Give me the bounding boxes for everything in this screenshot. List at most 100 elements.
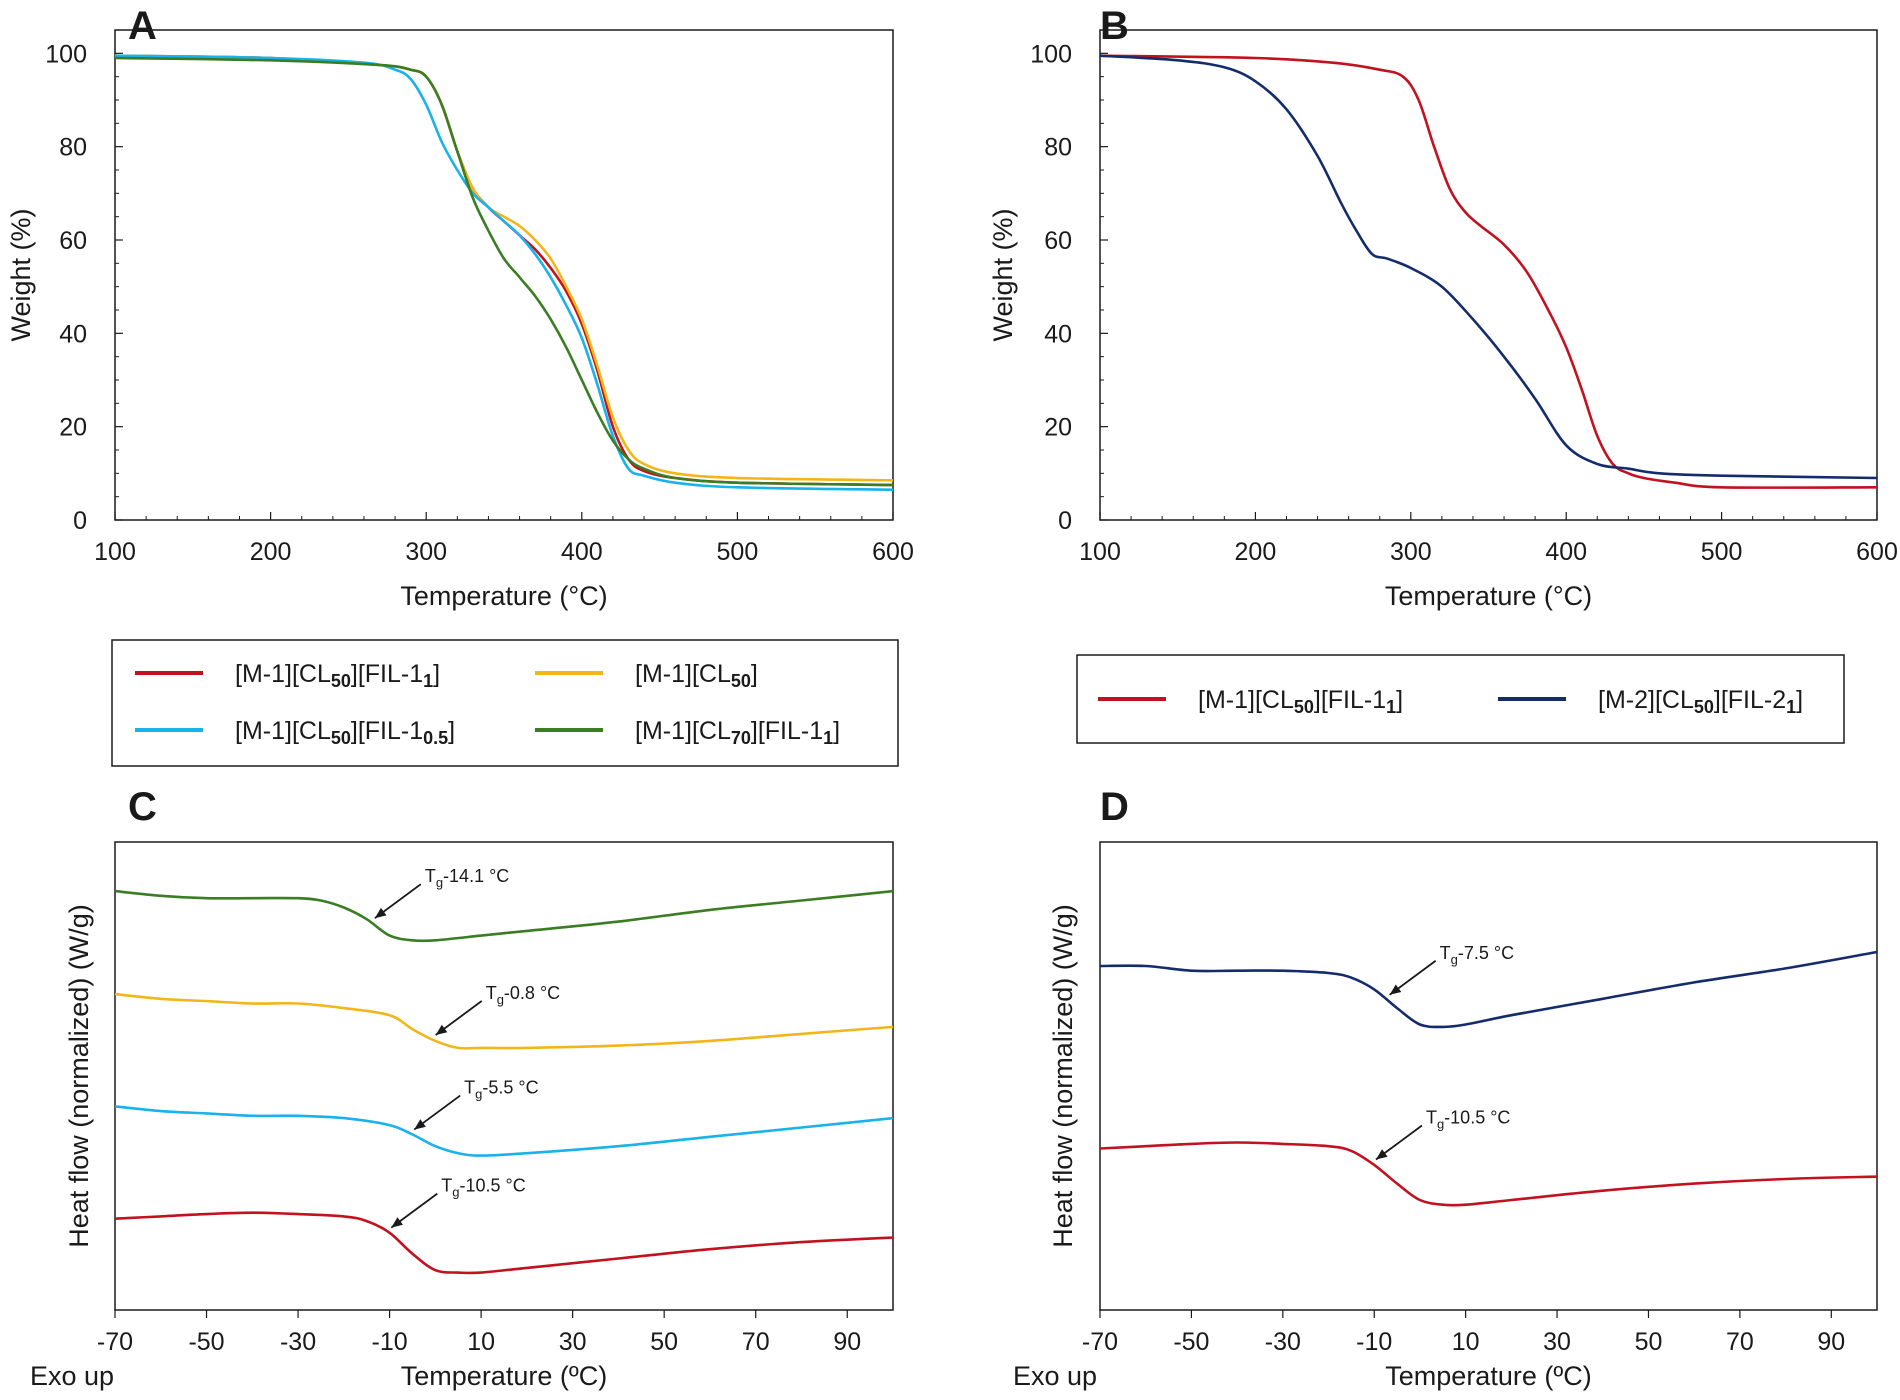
legend-entry-left: [M-1][CL50][FIL-10.5] — [235, 717, 455, 748]
x-tick-label-b: 500 — [1701, 538, 1743, 566]
x-tick-label-d: 70 — [1726, 1328, 1754, 1356]
legend-subscript: 1 — [1386, 697, 1396, 717]
legend-subscript: 0.5 — [423, 728, 448, 748]
series-line-a-0 — [114, 54, 894, 487]
tg-symbol: T — [486, 983, 497, 1003]
series-line-c-2 — [114, 1105, 894, 1157]
x-axis-title-d: Temperature (ºC) — [1385, 1361, 1591, 1391]
exo-up-label-c: Exo up — [30, 1361, 114, 1391]
legend-text-part: ] — [1796, 686, 1803, 714]
legend-text-part: ][FIL-1 — [351, 717, 423, 745]
tg-arrowhead-c — [391, 1217, 403, 1228]
x-tick-label-d: -70 — [1082, 1328, 1118, 1356]
tg-subscript: g — [475, 1087, 482, 1102]
x-tick-label-b: 100 — [1079, 538, 1121, 566]
legend-text-part: ][FIL-2 — [1714, 686, 1786, 714]
tg-arrowhead-c — [414, 1119, 426, 1130]
tg-value: -10.5 °C — [1444, 1108, 1510, 1128]
tg-symbol: T — [464, 1078, 475, 1098]
legend-right: [M-1][CL50][FIL-11] [M-2][CL50][FIL-21] — [1076, 654, 1845, 744]
chart-panel-a: 100 200 300 400 500 600 0 20 40 60 80 100 Temperatur… — [6, 29, 914, 611]
x-tick-label-a: 300 — [405, 538, 447, 566]
legend-subscript: 1 — [1786, 697, 1796, 717]
y-tick-label-a: 100 — [45, 40, 87, 68]
legend-left-frame — [111, 639, 899, 767]
tg-label-d: Tg-7.5 °C — [1440, 943, 1514, 967]
tg-symbol: T — [1426, 1108, 1437, 1128]
panel-letter-c: C — [128, 785, 157, 829]
x-tick-label-a: 400 — [561, 538, 603, 566]
tg-arrowhead-d — [1375, 1149, 1388, 1160]
series-line-d-1 — [1099, 1141, 1878, 1207]
y-axis-title-d: Heat flow (normalized) (W/g) — [1048, 904, 1078, 1248]
x-tick-label-d: 90 — [1817, 1328, 1845, 1356]
tg-symbol: T — [1440, 943, 1451, 963]
y-tick-label-a: 60 — [59, 227, 87, 255]
legend-text-part: [M-1][CL — [235, 660, 331, 688]
tg-value: -0.8 °C — [504, 983, 560, 1003]
x-tick-label-a: 200 — [250, 538, 292, 566]
legend-right-frame — [1076, 654, 1845, 744]
x-tick-label-b: 400 — [1545, 538, 1587, 566]
y-tick-label-b: 100 — [1030, 40, 1072, 68]
x-tick-label-c: -70 — [97, 1328, 133, 1356]
tg-subscript: g — [1437, 1117, 1444, 1132]
tg-symbol: T — [441, 1176, 452, 1196]
series-line-c-3 — [114, 1211, 894, 1275]
x-axis-title-b: Temperature (°C) — [1385, 581, 1592, 611]
legend-subscript: 50 — [1694, 697, 1714, 717]
legend-subscript: 50 — [331, 728, 351, 748]
y-tick-label-b: 40 — [1044, 320, 1072, 348]
x-tick-label-b: 200 — [1235, 538, 1277, 566]
legend-text-part: [M-2][CL — [1598, 686, 1694, 714]
y-tick-label-b: 0 — [1058, 507, 1072, 535]
legend-text-part: ][FIL-1 — [751, 717, 823, 745]
series-line-a-1 — [114, 54, 894, 482]
legend-text-part: ][FIL-1 — [1314, 686, 1386, 714]
y-tick-label-a: 20 — [59, 414, 87, 442]
panel-letter-a: A — [128, 4, 157, 48]
x-tick-label-a: 100 — [94, 538, 136, 566]
legend-text-part: [M-1][CL — [635, 660, 731, 688]
tg-label-c: Tg-5.5 °C — [464, 1078, 538, 1102]
tg-subscript: g — [452, 1185, 459, 1200]
legend-entry-left: [M-1][CL70][FIL-11] — [635, 717, 840, 748]
y-axis-title-a: Weight (%) — [6, 208, 36, 341]
tg-arrowhead-c — [435, 1024, 448, 1036]
tg-value: -10.5 °C — [460, 1176, 526, 1196]
legend-text-part: ] — [751, 660, 758, 688]
x-tick-label-a: 500 — [717, 538, 759, 566]
y-tick-label-a: 0 — [73, 507, 87, 535]
series-line-b-1 — [1099, 54, 1878, 480]
series-line-a-2 — [114, 54, 894, 491]
legend-text-part: ] — [433, 660, 440, 688]
plot-frame-d — [1099, 841, 1878, 1311]
legend-subscript: 70 — [731, 728, 751, 748]
x-tick-label-b: 600 — [1856, 538, 1898, 566]
x-tick-label-d: 10 — [1452, 1328, 1480, 1356]
legend-subscript: 1 — [423, 671, 433, 691]
series-line-c-0 — [114, 889, 894, 943]
series-line-c-1 — [114, 992, 894, 1050]
x-tick-label-b: 300 — [1390, 538, 1432, 566]
y-tick-label-a: 80 — [59, 134, 87, 162]
x-tick-label-d: 30 — [1543, 1328, 1571, 1356]
panel-letter-b: B — [1100, 4, 1129, 48]
y-tick-label-a: 40 — [59, 320, 87, 348]
plot-frame-b — [1099, 29, 1878, 521]
x-tick-label-c: -10 — [372, 1328, 408, 1356]
legend-subscript: 50 — [731, 671, 751, 691]
x-tick-label-d: 50 — [1635, 1328, 1663, 1356]
legend-text-part: ] — [1396, 686, 1403, 714]
tg-subscript: g — [436, 875, 443, 890]
legend-subscript: 1 — [823, 728, 833, 748]
chart-panel-b: 100 200 300 400 500 600 0 20 40 60 80 100 Temperatur… — [988, 29, 1898, 611]
legend-text-part: ][FIL-1 — [351, 660, 423, 688]
plot-frame-c — [114, 841, 894, 1311]
tg-arrowhead-d — [1389, 984, 1402, 995]
x-tick-label-c: 90 — [833, 1328, 861, 1356]
x-tick-label-c: 50 — [650, 1328, 678, 1356]
tg-label-d: Tg-10.5 °C — [1426, 1108, 1510, 1132]
tg-arrowhead-c — [374, 907, 387, 919]
